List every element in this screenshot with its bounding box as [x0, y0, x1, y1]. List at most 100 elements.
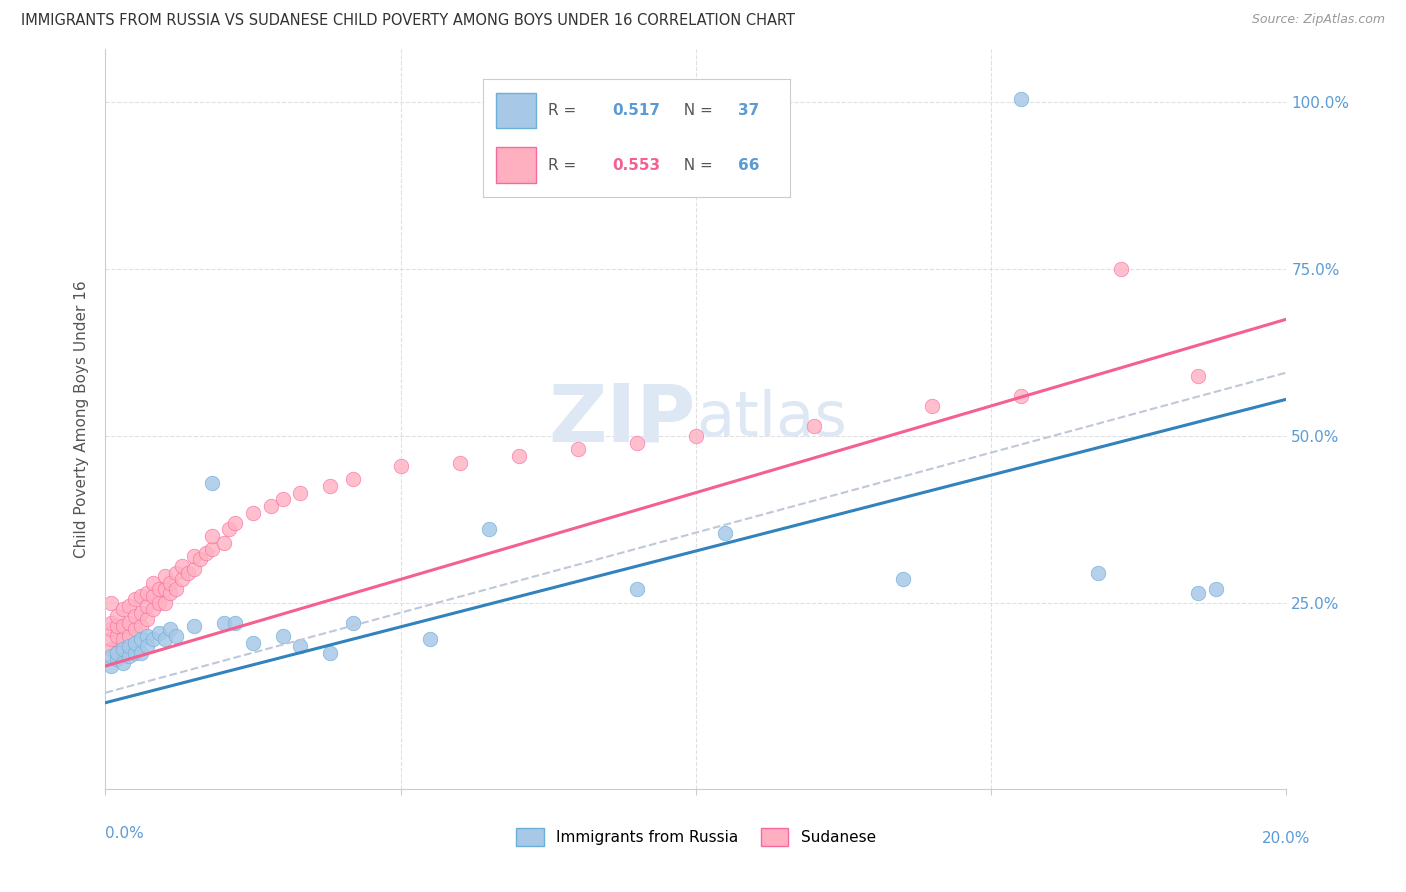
Point [118, 639, 141, 653]
Point [183, 549, 205, 563]
Point [142, 589, 165, 603]
Point [290, 485, 312, 500]
Point [419, 632, 441, 647]
Point [177, 566, 200, 580]
Point [478, 522, 501, 536]
Point [135, 639, 157, 653]
Point [142, 632, 165, 647]
Point [319, 646, 342, 660]
Point [148, 582, 170, 597]
Point [153, 582, 176, 597]
Point [124, 592, 146, 607]
Point [626, 435, 648, 450]
Point [112, 619, 135, 633]
Point [159, 585, 181, 599]
Legend: Immigrants from Russia, Sudanese: Immigrants from Russia, Sudanese [510, 822, 882, 852]
Point [129, 606, 152, 620]
Point [218, 522, 240, 536]
Point [626, 582, 648, 597]
Point [112, 632, 135, 647]
Point [129, 632, 152, 647]
Point [142, 602, 165, 616]
Point [105, 646, 128, 660]
Point [1187, 585, 1209, 599]
Point [201, 475, 224, 490]
Point [153, 632, 176, 647]
Point [153, 569, 176, 583]
Point [105, 609, 128, 624]
Point [148, 596, 170, 610]
Point [105, 652, 128, 666]
Point [224, 516, 246, 530]
Point [118, 648, 141, 663]
Point [129, 589, 152, 603]
Point [172, 572, 194, 586]
Point [100, 596, 122, 610]
Point [165, 629, 187, 643]
Point [271, 492, 294, 507]
Point [1087, 566, 1109, 580]
Point [271, 629, 294, 643]
Point [100, 615, 122, 630]
Text: Source: ZipAtlas.com: Source: ZipAtlas.com [1251, 13, 1385, 27]
Point [567, 442, 589, 457]
Point [124, 635, 146, 649]
Point [212, 535, 235, 549]
Point [142, 575, 165, 590]
Point [159, 623, 181, 637]
Point [112, 656, 135, 670]
Point [1010, 92, 1032, 106]
Point [112, 602, 135, 616]
Point [105, 646, 128, 660]
Point [129, 619, 152, 633]
Point [135, 585, 157, 599]
Point [342, 615, 364, 630]
Point [100, 623, 122, 637]
Point [891, 572, 914, 586]
Point [212, 615, 235, 630]
Y-axis label: Child Poverty Among Boys Under 16: Child Poverty Among Boys Under 16 [75, 280, 90, 558]
Point [105, 629, 128, 643]
Point [105, 619, 128, 633]
Point [135, 599, 157, 613]
Point [1187, 368, 1209, 383]
Point [135, 629, 157, 643]
Point [242, 635, 264, 649]
Point [188, 552, 211, 566]
Point [165, 566, 187, 580]
Point [135, 612, 157, 626]
Point [124, 646, 146, 660]
Point [165, 582, 187, 597]
Point [118, 629, 141, 643]
Point [290, 639, 312, 653]
Point [201, 542, 224, 557]
Point [224, 615, 246, 630]
Point [342, 472, 364, 486]
Point [129, 646, 152, 660]
Point [172, 559, 194, 574]
Point [153, 596, 176, 610]
Point [260, 499, 283, 513]
Point [112, 642, 135, 657]
Text: ZIP: ZIP [548, 380, 696, 458]
Point [1109, 262, 1132, 277]
Point [194, 546, 217, 560]
Point [118, 615, 141, 630]
Point [389, 458, 412, 473]
Point [1010, 389, 1032, 403]
Point [803, 418, 825, 433]
Text: IMMIGRANTS FROM RUSSIA VS SUDANESE CHILD POVERTY AMONG BOYS UNDER 16 CORRELATION: IMMIGRANTS FROM RUSSIA VS SUDANESE CHILD… [21, 13, 794, 29]
Text: atlas: atlas [696, 389, 846, 450]
Point [449, 456, 471, 470]
Point [242, 506, 264, 520]
Point [100, 648, 122, 663]
Point [685, 429, 707, 443]
Point [714, 525, 737, 540]
Point [319, 479, 342, 493]
Point [921, 399, 943, 413]
Point [508, 449, 530, 463]
Point [112, 646, 135, 660]
Point [1205, 582, 1227, 597]
Point [201, 529, 224, 543]
Point [118, 599, 141, 613]
